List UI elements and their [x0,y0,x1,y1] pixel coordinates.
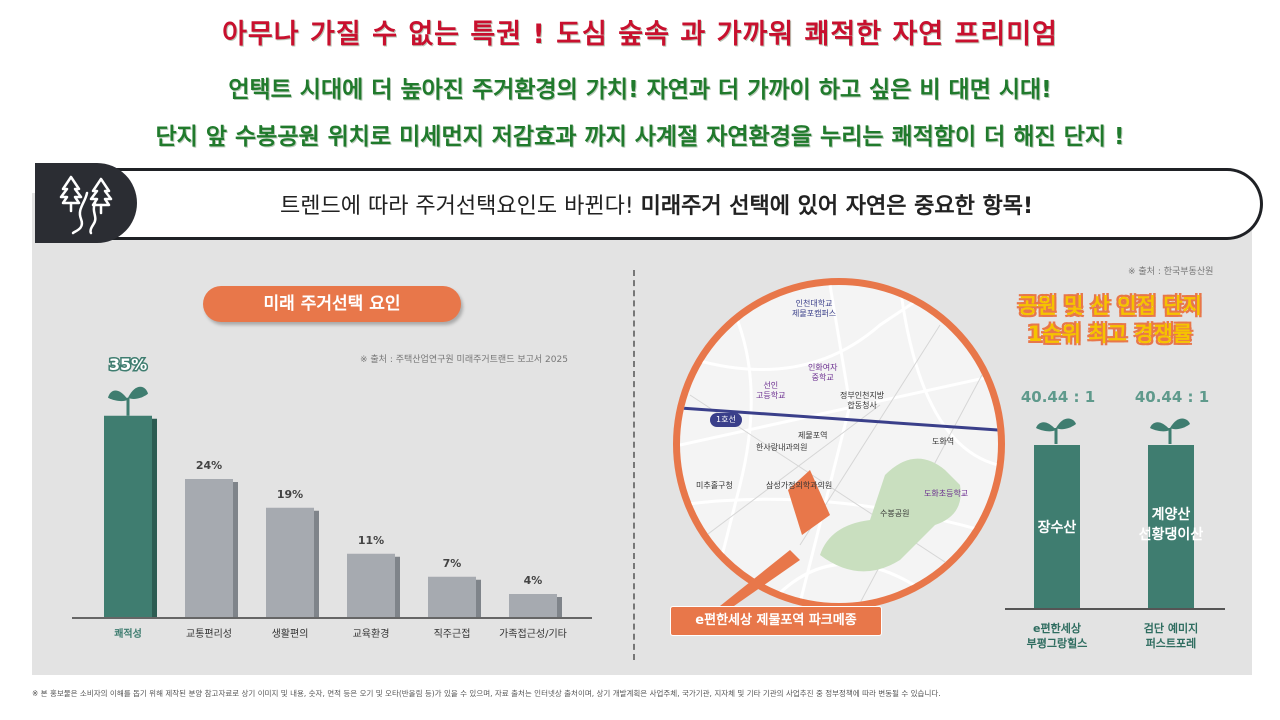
factor-bar-svg: 35% 쾌적성 24% 교통편리성 19% 생활편의 11% 교육환경 7% 직주근접 4% 가족접근… [104,353,567,640]
map-place-hansarang-clinic: 한사랑내과의원 [756,443,808,452]
map-streets [680,285,998,603]
location-map: 1호선 인천대학교 제물포캠퍼스 인화여자 중학교 선인 고등학교 정부인천지방… [673,278,1005,610]
category-label-2: 생활편의 [272,627,309,640]
ratio-bar-jangsu-text: 장수산 [1037,520,1077,536]
bar-side-0 [152,418,157,617]
sprout-icon [108,386,148,416]
bar-side-3 [395,556,400,617]
right-source: ※ 출처 : 한국부동산원 [1128,267,1214,277]
map-place-dohwa-elementary: 도화초등학교 [924,489,969,498]
bar-2 [266,507,314,617]
bar-side-4 [476,579,481,617]
map-place-jemulpo-station: 제물포역 [798,431,828,440]
value-label-4: 7% [443,557,462,570]
banner-text-regular: 트렌드에 따라 주거선택요인도 바뀐다! [280,194,634,219]
right-baseline [1005,608,1225,610]
project-label: e편한세상 제물포역 파크메종 [670,606,882,636]
ratio-bar-gyeyang: 계양산 선황댕이산 [1139,445,1203,608]
banner-text-bold: 미래주거 선택에 있어 자연은 중요한 항목! [640,194,1034,219]
chart-baseline [72,617,592,619]
trend-banner [60,168,1263,240]
category-label-4: 직주근접 [434,628,471,640]
map-place-subong-park: 수봉공원 [880,509,910,518]
value-label-1: 24% [196,459,222,472]
line-1-label: 1호선 [710,413,742,427]
ratio-bar-jangsu: 장수산 [1034,445,1080,608]
headline-untact: 언택트 시대에 더 높아진 주거환경의 가치! 자연과 더 가까이 하고 싶은 … [228,77,1052,103]
ratio-bar-gyeyang-text: 계양산 선황댕이산 [1138,507,1204,543]
complex-right-label: 검단 예미지 퍼스트포레 [1143,622,1199,650]
bar-1 [185,479,233,617]
map-place-dohwa-station: 도화역 [932,437,955,446]
map-place-university: 인천대학교 제물포캠퍼스 [792,299,837,318]
competition-title-line2: 1순위 최고 경쟁률 [1027,322,1193,346]
value-label-0: 35% [109,355,147,374]
panel-divider [633,270,635,660]
category-label-0: 쾌적성 [114,627,142,640]
ratio-right: 40.44 : 1 [1134,388,1210,406]
category-label-1: 교통편리성 [186,628,232,640]
sprout-icon [1150,418,1190,444]
bar-side-1 [233,482,238,617]
bar-3 [347,553,395,617]
bar-4 [428,576,476,617]
category-label-3: 교육환경 [353,627,390,640]
headline-premium: 아무나 가질 수 없는 특권 ! 도심 숲속 과 가까워 쾌적한 자연 프리미엄 [222,19,1058,50]
map-place-govt-complex: 정부인천지방 합동청사 [840,391,885,410]
competition-title-line1: 공원 및 산 인접 단지 [1018,294,1202,318]
ratio-left: 40.44 : 1 [1020,388,1096,406]
left-source: ※ 출처 : 주택산업연구원 미래주거트랜드 보고서 2025 [360,355,568,365]
map-place-michuhol-office: 미추홀구청 [696,481,733,490]
headline-park: 단지 앞 수봉공원 위치로 미세먼지 저감효과 까지 사계절 자연환경을 누리는… [155,124,1125,150]
trees-path-icon [59,175,113,235]
bar-5 [509,594,557,617]
competition-title: 공원 및 산 인접 단지 1순위 최고 경쟁률 [990,292,1230,348]
future-factor-pill: 미래 주거선택 요인 [203,286,461,322]
value-label-3: 11% [358,534,384,547]
category-label-5: 가족접근성/기타 [499,628,567,640]
map-pointer [720,550,800,606]
footnote: ※ 본 홍보물은 소비자의 이해를 돕기 위해 제작된 분양 참고자료로 상기 … [32,689,941,698]
sprout-icon [1036,418,1076,444]
value-label-5: 4% [524,574,543,587]
banner-text: 트렌드에 따라 주거선택요인도 바뀐다! 미래주거 선택에 있어 자연은 중요한… [280,188,1033,220]
map-place-sunin-school: 선인 고등학교 [756,381,786,400]
bar-side-2 [314,510,319,617]
map-place-samsung-clinic: 삼성가정의학과의원 [766,481,833,490]
bar-side-5 [557,597,562,617]
complex-left-label: e편한세상 부평그랑힐스 [1026,622,1088,650]
value-label-2: 19% [277,488,303,501]
bar-0 [104,415,152,617]
banner-badge [35,163,137,243]
map-place-girls-school: 인화여자 중학교 [808,363,838,382]
